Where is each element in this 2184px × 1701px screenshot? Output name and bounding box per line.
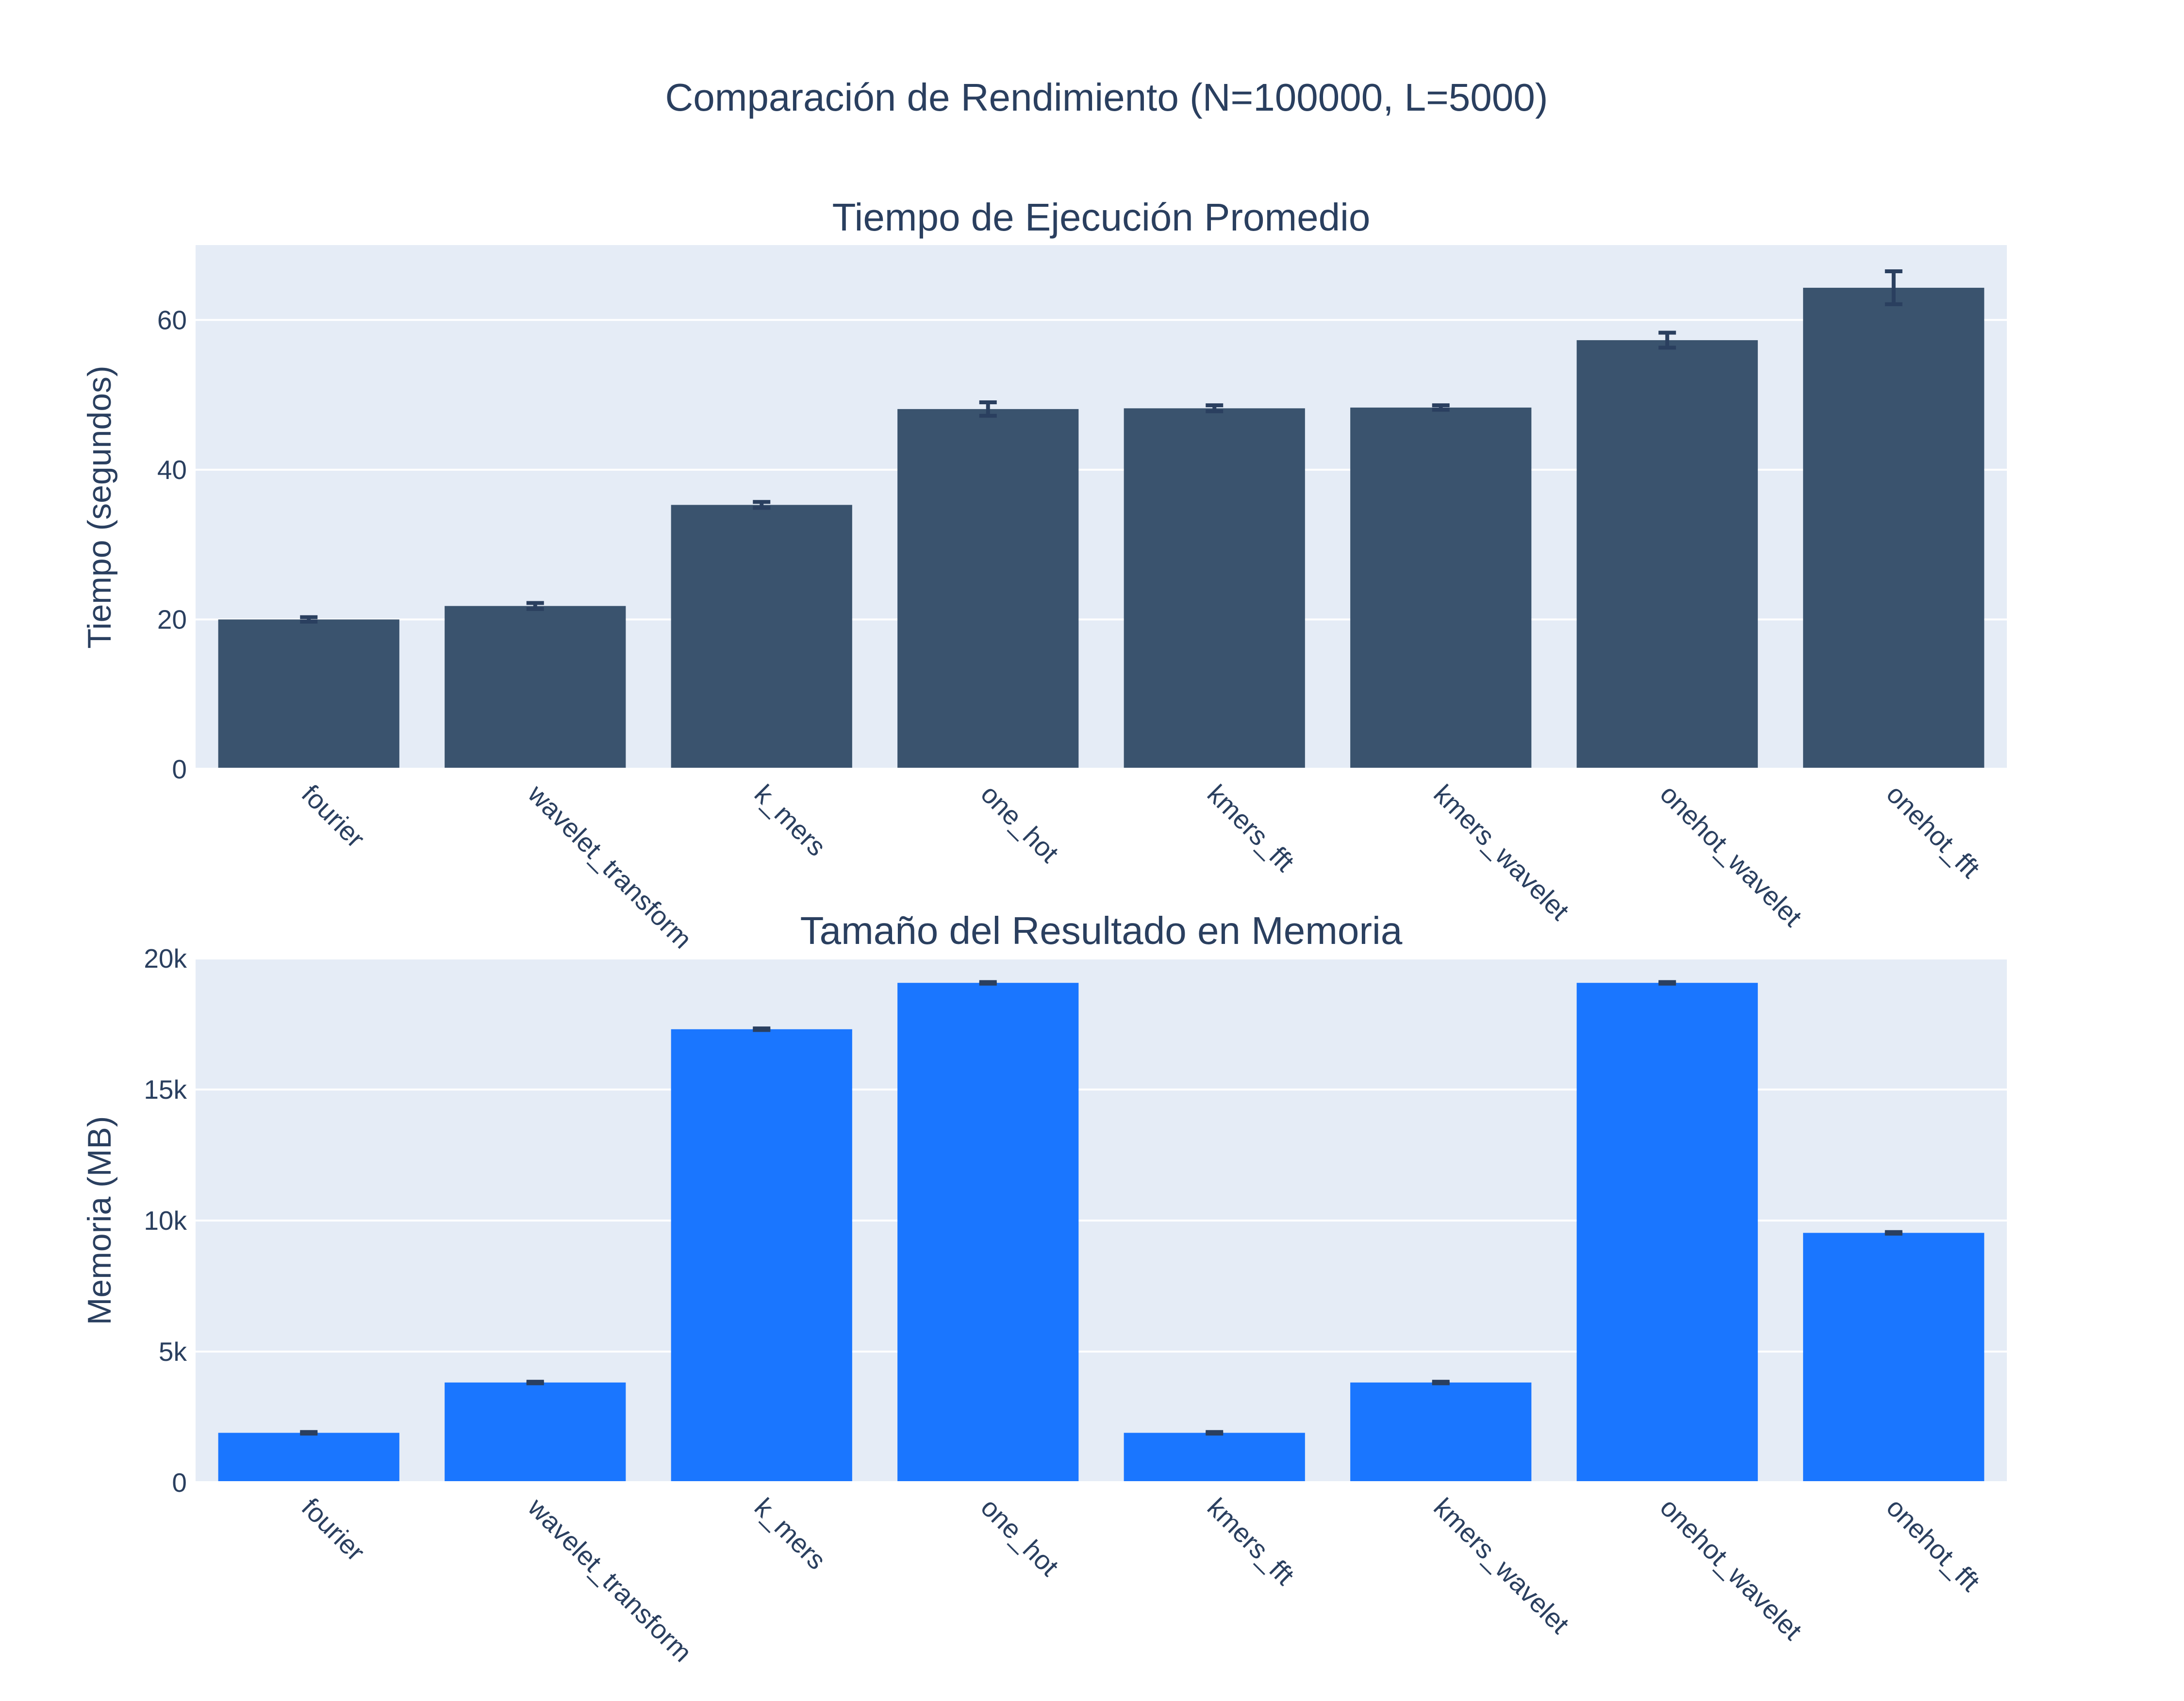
memory-x-tick-label: kmers_wavelet [1428,1492,1575,1639]
time-bar-onehot_wavelet [1576,340,1758,769]
time-x-tick-label: k_mers [749,779,832,862]
memory-error-bar-kmers_wavelet [1432,1380,1450,1386]
time-y-axis-title: Tiempo (segundos) [81,365,118,648]
memory-bar-k_mers [671,1029,852,1483]
time-x-tick-label: fourier [296,779,371,854]
memory-y-tick-label: 15k [144,1074,187,1105]
memory-bar-kmers_fft [1124,1433,1305,1483]
time-subplot-title: Tiempo de Ejecución Promedio [832,196,1371,239]
memory-x-tick-label: onehot_fft [1881,1492,1985,1597]
time-error-bar-onehot_wavelet [1658,330,1676,350]
memory-bar-onehot_fft [1803,1233,1985,1483]
time-error-bar-kmers_fft [1206,403,1224,413]
time-error-bar-one_hot [979,400,997,418]
memory-error-bar-kmers_fft [1206,1430,1224,1436]
memory-y-tick-label: 20k [144,943,187,974]
memory-bar-onehot_wavelet [1576,983,1758,1483]
time-bar-k_mers [671,505,852,769]
chart-main-title: Comparación de Rendimiento (N=100000, L=… [665,76,1548,119]
time-bar-kmers_fft [1124,408,1305,769]
memory-error-bar-onehot_wavelet [1658,980,1676,986]
memory-x-tick-label: one_hot [975,1492,1064,1582]
memory-x-tick-label: k_mers [749,1492,832,1575]
time-bar-one_hot [897,409,1079,769]
memory-bar-kmers_wavelet [1350,1382,1532,1483]
memory-x-tick-label: onehot_wavelet [1655,1492,1808,1646]
memory-panel: 0 5k 10k 15k 20k Tamaño del Resultado en Memo… [81,909,2007,1668]
time-bar-fourier [218,619,399,769]
memory-x-tick-label: wavelet_transform [522,1492,698,1668]
time-y-tick-label: 0 [172,754,187,784]
time-y-tick-label: 20 [157,604,187,634]
memory-x-tick-label: kmers_fft [1202,1492,1300,1591]
memory-y-tick-label: 5k [159,1337,187,1367]
time-error-bar-onehot_fft [1885,269,1903,306]
memory-y-axis-title: Memoria (MB) [81,1116,118,1325]
memory-error-bar-k_mers [753,1026,771,1032]
memory-bar-one_hot [897,983,1079,1483]
memory-bar-fourier [218,1433,399,1483]
memory-y-tick-label: 0 [172,1468,187,1498]
time-bar-onehot_fft [1803,287,1985,769]
memory-error-bar-fourier [300,1430,318,1436]
memory-error-bar-onehot_fft [1885,1230,1903,1236]
time-x-tick-label: one_hot [975,779,1064,868]
time-x-tick-label: onehot_wavelet [1655,779,1808,932]
time-x-tick-label: wavelet_transform [522,778,698,954]
time-bar-kmers_wavelet [1350,407,1532,769]
time-y-tick-label: 40 [157,455,187,485]
time-panel: 0 20 40 60 Tiempo de Ejecución Promedio Tiemp… [81,196,2007,954]
time-x-tick-label: kmers_fft [1202,779,1300,877]
memory-error-bar-one_hot [979,980,997,986]
time-y-tick-label: 60 [157,305,187,335]
time-x-tick-label: onehot_fft [1881,779,1985,884]
time-error-bar-wavelet_transform [526,601,544,611]
time-error-bar-kmers_wavelet [1432,403,1450,412]
memory-y-tick-label: 10k [144,1206,187,1236]
time-error-bar-fourier [300,615,318,624]
memory-bar-wavelet_transform [445,1382,626,1483]
memory-subplot-title: Tamaño del Resultado en Memoria [800,909,1403,952]
time-bar-wavelet_transform [445,606,626,769]
time-error-bar-k_mers [753,500,771,510]
time-x-tick-label: kmers_wavelet [1428,779,1575,926]
memory-error-bar-wavelet_transform [526,1380,544,1386]
memory-x-tick-label: fourier [296,1492,371,1567]
